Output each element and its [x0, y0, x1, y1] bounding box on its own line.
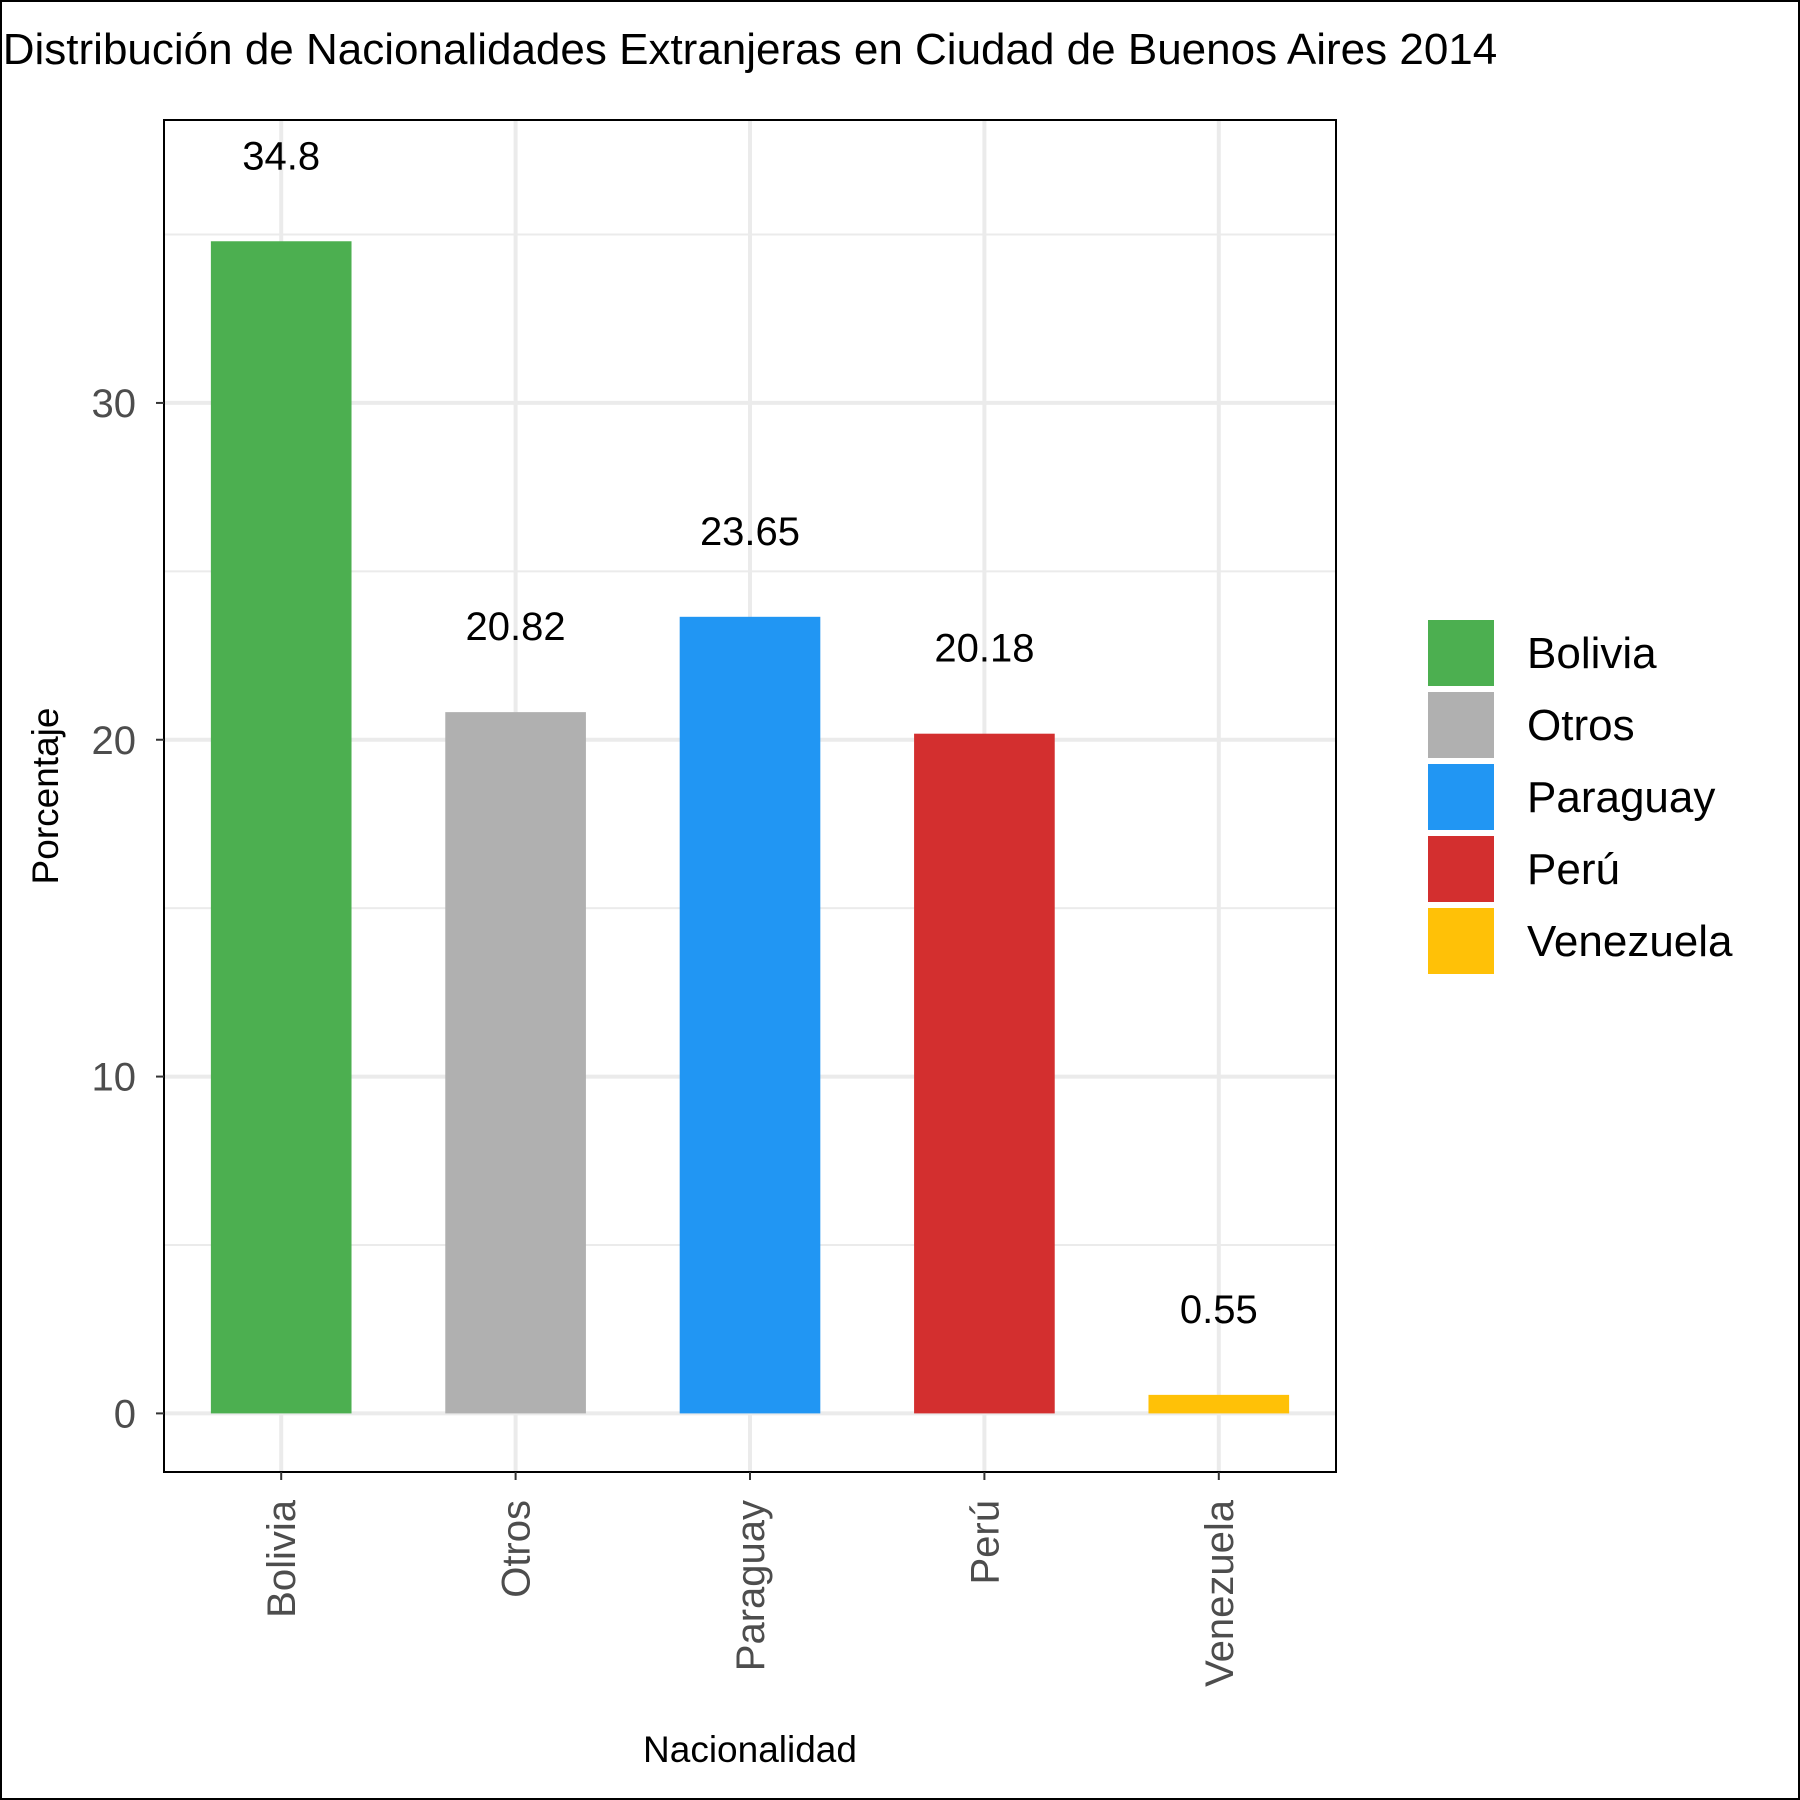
data-label: 20.82: [466, 605, 566, 649]
data-label: 34.8: [242, 134, 320, 178]
y-axis: 0 10 20 30: [92, 382, 164, 1436]
data-label: 20.18: [934, 627, 1034, 671]
legend-key-paraguay: [1428, 764, 1494, 830]
x-tick-label: Otros: [495, 1500, 539, 1598]
x-tick-label: Bolivia: [260, 1499, 304, 1618]
x-tick-label: Paraguay: [729, 1500, 773, 1671]
y-tick-label: 30: [92, 382, 137, 426]
legend: Bolivia Otros Paraguay Perú Venezuela: [1428, 620, 1733, 974]
y-axis-title: Porcentaje: [25, 708, 66, 885]
x-tick-label: Venezuela: [1198, 1499, 1242, 1687]
bars: [210, 241, 1290, 1414]
legend-key-venezuela: [1428, 908, 1494, 974]
y-tick-label: 0: [114, 1392, 136, 1436]
legend-key-bolivia: [1428, 620, 1494, 686]
x-axis: Bolivia Otros Paraguay Perú Venezuela: [260, 1472, 1242, 1687]
legend-label: Perú: [1527, 845, 1620, 894]
bar-bolivia: [210, 241, 352, 1414]
bar-perú: [914, 733, 1055, 1414]
y-tick-label: 20: [92, 719, 137, 763]
legend-key-otros: [1428, 692, 1494, 758]
x-axis-title: Nacionalidad: [643, 1729, 857, 1770]
bar-otros: [445, 712, 586, 1414]
y-tick-label: 10: [92, 1056, 137, 1100]
data-label: 23.65: [700, 510, 800, 554]
legend-label: Otros: [1527, 701, 1635, 750]
bar-venezuela: [1148, 1394, 1290, 1414]
x-tick-label: Perú: [963, 1500, 1007, 1585]
legend-key-perú: [1428, 836, 1494, 902]
legend-label: Venezuela: [1527, 917, 1733, 966]
legend-label: Paraguay: [1527, 773, 1715, 822]
chart-title: Distribución de Nacionalidades Extranjer…: [3, 25, 1497, 74]
bar-paraguay: [679, 616, 821, 1414]
data-labels: 34.8 20.82 23.65 20.18 0.55: [242, 134, 1257, 1332]
data-label: 0.55: [1180, 1288, 1258, 1332]
legend-label: Bolivia: [1527, 629, 1657, 678]
